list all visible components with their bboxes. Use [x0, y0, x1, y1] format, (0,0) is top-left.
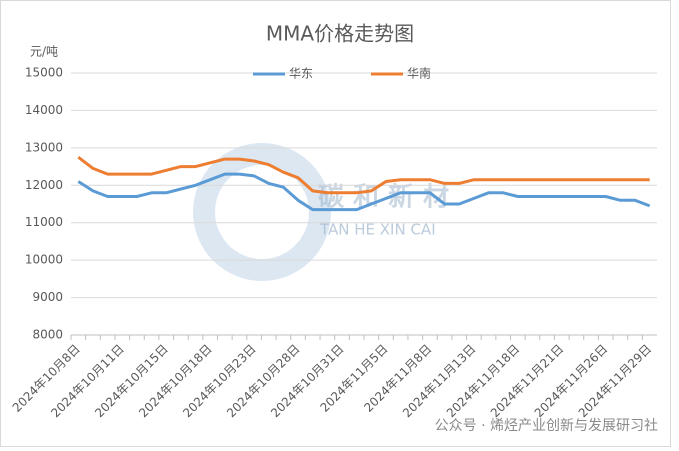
y-tick-label: 8000: [32, 328, 63, 342]
y-tick-label: 14000: [25, 103, 63, 117]
series-line: [77, 172, 651, 212]
y-tick-label: 13000: [25, 140, 63, 154]
legend-label: 华南: [407, 66, 431, 81]
chart-title: MMA价格走势图: [266, 22, 414, 46]
y-tick-label: 10000: [25, 253, 63, 267]
watermark: 碳 和 新 材: [318, 182, 449, 213]
series-line: [77, 156, 650, 195]
watermark-sub: TAN HE XIN CAI: [319, 221, 436, 239]
y-tick-label: 15000: [25, 66, 63, 80]
y-tick-label: 9000: [32, 290, 63, 304]
chart-border: [0, 0, 671, 447]
watermark-logo: [193, 143, 331, 281]
y-tick-label: 11000: [25, 215, 63, 229]
y-tick-label: 12000: [25, 178, 63, 192]
legend-label: 华东: [289, 67, 313, 81]
y-axis-label: 元/吨: [30, 45, 58, 59]
footer-note: 公众号 · 烯烃产业创新与发展研习社: [435, 418, 658, 434]
